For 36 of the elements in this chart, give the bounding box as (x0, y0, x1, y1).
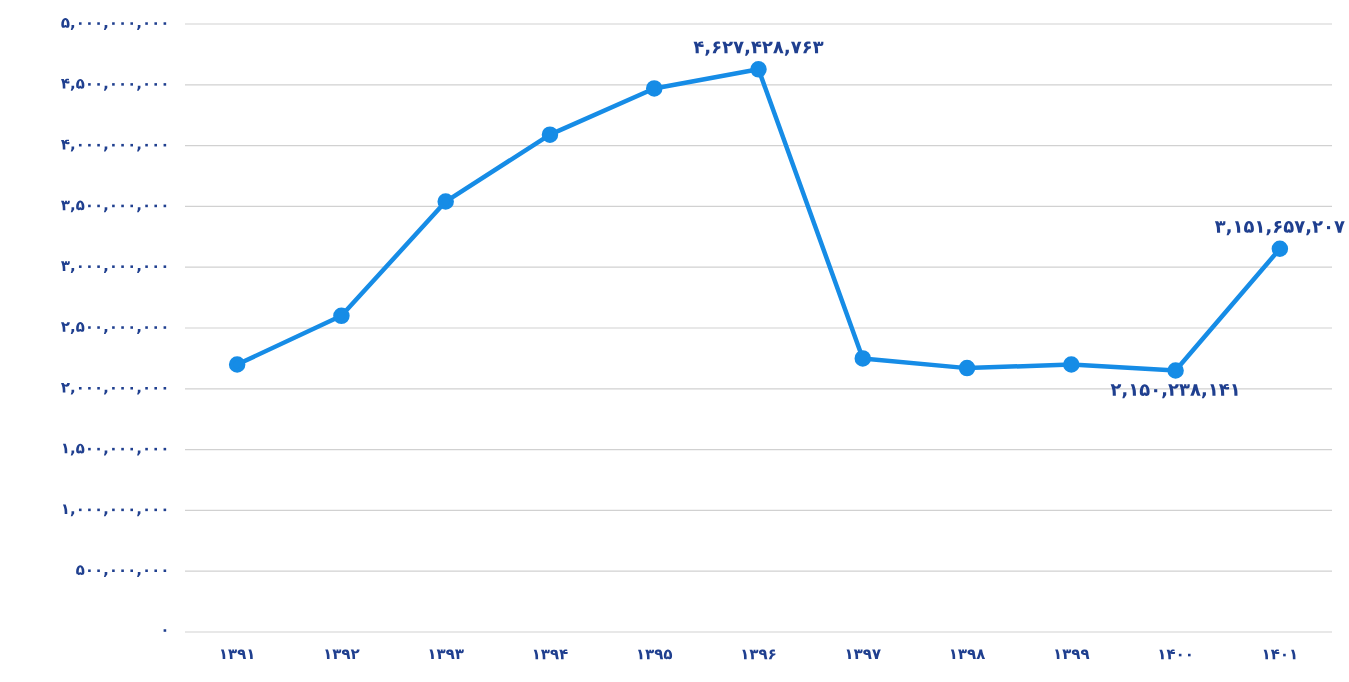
point (958, 359, 976, 377)
data-label: ۳,۱۵۱,۶۵۷,۲۰۷ (1214, 221, 1345, 236)
x-tick-label: ۱۳۹۱ (220, 649, 253, 660)
y-tick-label: ۳,۵۰۰,۰۰۰,۰۰۰ (61, 200, 167, 213)
point (750, 61, 767, 78)
x-tick-label: ۱۳۹۲ (325, 649, 360, 660)
data-label: ۲,۱۵۰,۲۳۸,۱۴۱ (1110, 384, 1238, 399)
y-tick-label: ۱,۰۰۰,۰۰۰,۰۰۰ (62, 504, 167, 517)
point (645, 80, 663, 97)
x-tick-label: ۱۳۹۳ (429, 649, 464, 660)
y-tick-label: ۲,۰۰۰,۰۰۰,۰۰۰ (61, 382, 167, 395)
y-tick-label: ۳,۰۰۰,۰۰۰,۰۰۰ (61, 261, 167, 274)
y-tick-label: ۲,۵۰۰,۰۰۰,۰۰۰ (61, 322, 167, 334)
point (437, 193, 454, 210)
y-tick-label: ۱,۵۰۰,۰۰۰,۰۰۰ (62, 443, 167, 456)
x-tick-label: ۱۴۰۰ (1159, 649, 1191, 660)
x-tick-label: ۱۳۹۶ (742, 649, 776, 660)
point (228, 356, 246, 373)
x-tick-label: ۱۴۰۱ (1263, 649, 1296, 660)
y-tick-label: ۵,۰۰۰,۰۰۰,۰۰۰ (61, 18, 167, 30)
point (1271, 240, 1289, 257)
data-label: ۴,۶۲۷,۴۲۸,۷۶۳ (693, 41, 824, 56)
point (854, 350, 872, 367)
x-tick-label: ۱۳۹۹ (1055, 649, 1090, 660)
point (1167, 362, 1184, 379)
y-tick-label: ۴,۵۰۰,۰۰۰,۰۰۰ (61, 78, 167, 91)
x-tick-label: ۱۳۹۸ (950, 649, 986, 660)
y-tick-label: ۰ (163, 629, 167, 632)
point (1063, 356, 1080, 373)
point (333, 307, 350, 325)
y-tick-label: ۴,۰۰۰,۰۰۰,۰۰۰ (61, 139, 167, 152)
y-tick-label: ۵۰۰,۰۰۰,۰۰۰ (76, 565, 167, 578)
x-tick-label: ۱۳۹۷ (846, 649, 881, 660)
x-tick-label: ۱۳۹۴ (533, 649, 568, 660)
x-tick-label: ۱۳۹۵ (638, 649, 673, 660)
point (541, 126, 559, 143)
